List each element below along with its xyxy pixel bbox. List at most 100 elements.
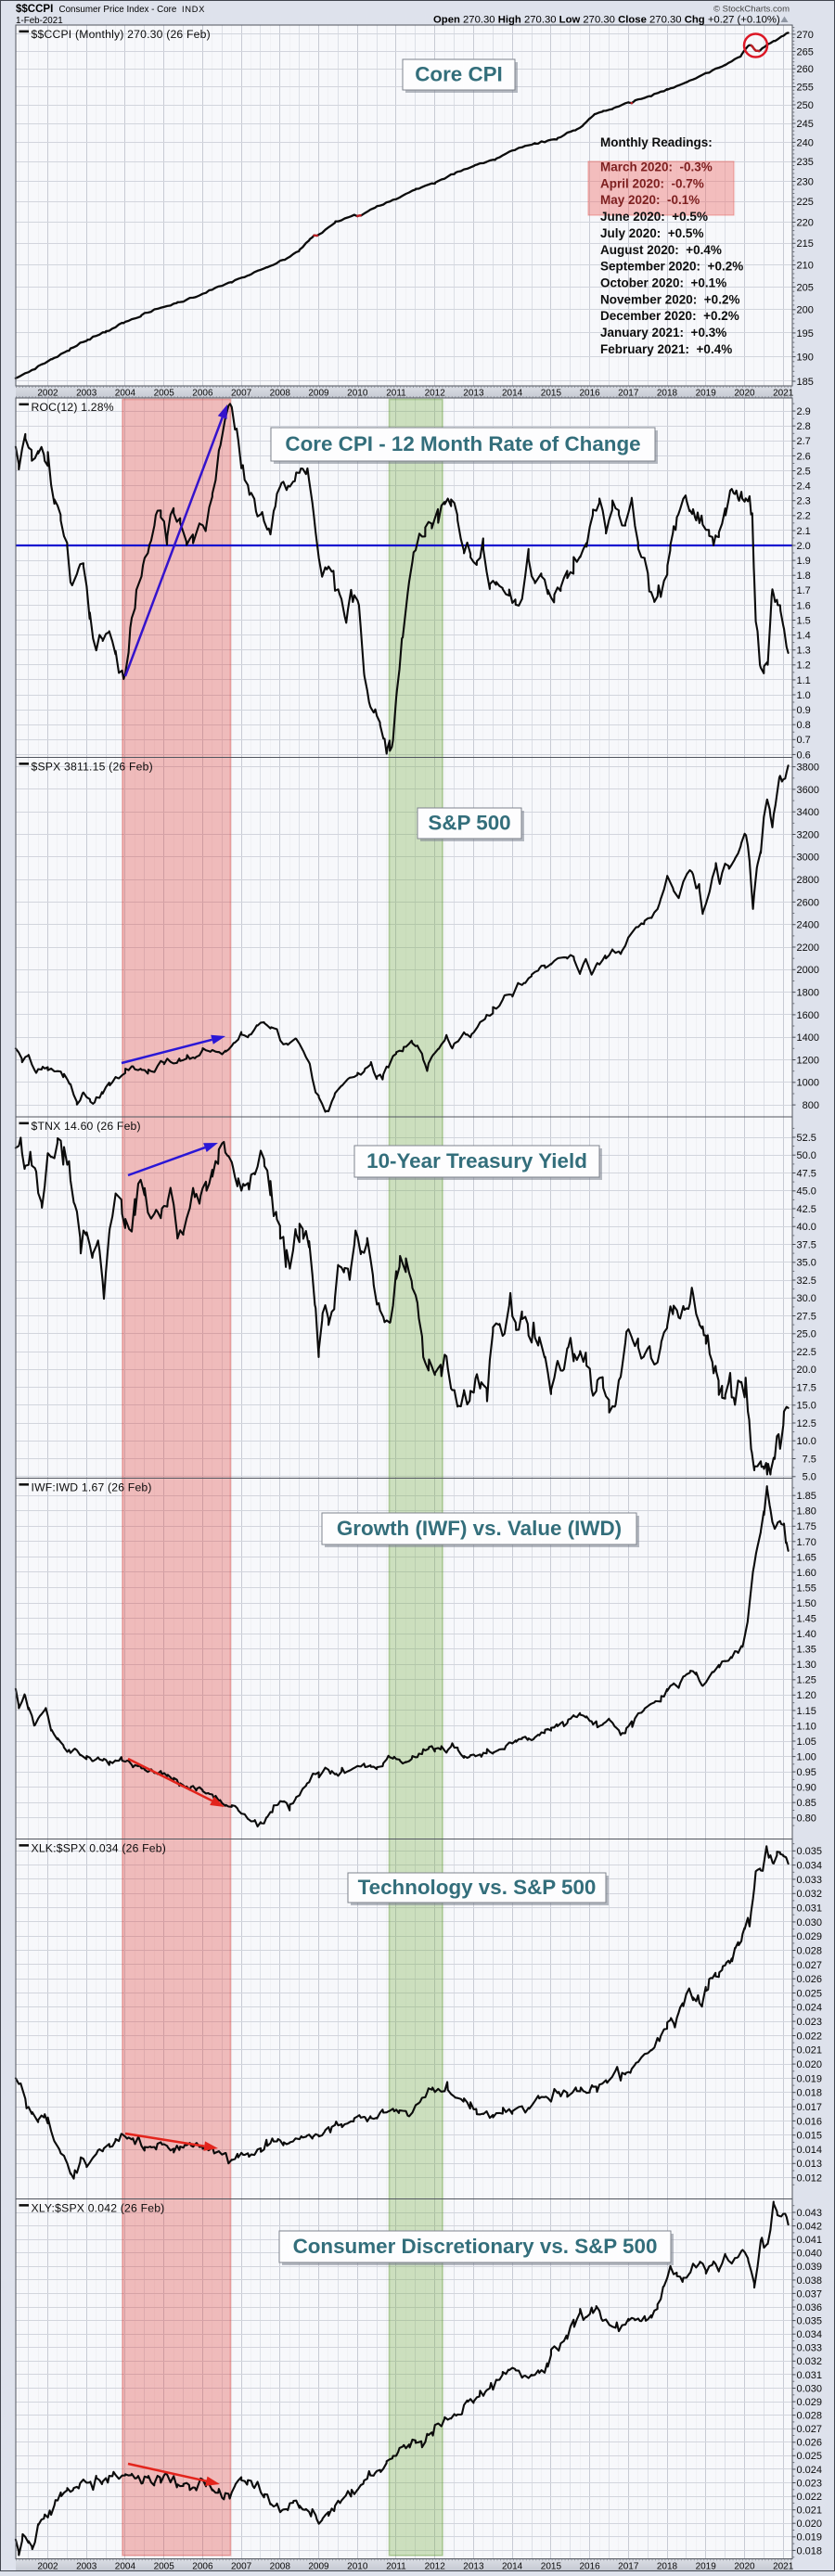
svg-text:$$CCPI: $$CCPI [16, 4, 53, 15]
svg-text:0.040: 0.040 [797, 2249, 823, 2260]
svg-text:Consumer Price Index - Core: Consumer Price Index - Core [59, 5, 177, 15]
svg-text:225: 225 [797, 197, 814, 208]
svg-text:2010: 2010 [347, 389, 368, 399]
svg-text:2004: 2004 [115, 2562, 136, 2572]
svg-text:2800: 2800 [797, 875, 819, 886]
svg-text:0.016: 0.016 [797, 2116, 823, 2127]
svg-text:0.025: 0.025 [797, 2451, 823, 2462]
svg-text:July 2020: +0.5%: July 2020: +0.5% [600, 226, 703, 240]
svg-text:2015: 2015 [541, 389, 562, 399]
svg-text:0.038: 0.038 [797, 2275, 823, 2287]
svg-text:0.018: 0.018 [797, 2545, 823, 2557]
svg-text:0.043: 0.043 [797, 2208, 823, 2219]
svg-text:45.0: 45.0 [797, 1186, 816, 1198]
svg-text:2006: 2006 [192, 2562, 213, 2572]
svg-text:2016: 2016 [579, 389, 600, 399]
svg-text:0.024: 0.024 [797, 2465, 823, 2476]
svg-text:2.3: 2.3 [797, 496, 811, 507]
svg-text:1.85: 1.85 [797, 1491, 816, 1502]
svg-text:1400: 1400 [797, 1032, 819, 1044]
svg-text:0.020: 0.020 [797, 2059, 823, 2070]
svg-text:32.5: 32.5 [797, 1275, 816, 1287]
svg-text:0.019: 0.019 [797, 2073, 823, 2084]
svg-text:1000: 1000 [797, 1078, 819, 1089]
svg-text:5.0: 5.0 [803, 1472, 816, 1483]
svg-text:2010: 2010 [347, 2562, 368, 2572]
svg-text:37.5: 37.5 [797, 1239, 816, 1250]
svg-text:2005: 2005 [154, 389, 175, 399]
svg-text:0.032: 0.032 [797, 2356, 823, 2367]
svg-text:0.6: 0.6 [797, 750, 811, 761]
svg-text:August 2020: +0.4%: August 2020: +0.4% [600, 243, 722, 257]
svg-text:3400: 3400 [797, 807, 819, 818]
svg-text:0.020: 0.020 [797, 2518, 823, 2530]
svg-text:190: 190 [797, 352, 814, 364]
svg-text:0.039: 0.039 [797, 2262, 823, 2273]
svg-text:1.20: 1.20 [797, 1690, 816, 1701]
svg-text:0.029: 0.029 [797, 2397, 823, 2408]
svg-text:1.2: 1.2 [797, 660, 811, 672]
svg-text:$SPX 3811.15 (26 Feb): $SPX 3811.15 (26 Feb) [32, 761, 153, 774]
svg-text:270: 270 [797, 30, 814, 41]
svg-text:0.028: 0.028 [797, 1945, 823, 1956]
svg-text:2014: 2014 [502, 389, 523, 399]
svg-text:1.00: 1.00 [797, 1752, 816, 1763]
svg-text:2013: 2013 [463, 2562, 484, 2572]
svg-text:0.021: 0.021 [797, 2506, 823, 2517]
svg-text:$TNX 14.60 (26 Feb): $TNX 14.60 (26 Feb) [32, 1120, 141, 1133]
svg-text:205: 205 [797, 282, 814, 293]
svg-text:0.023: 0.023 [797, 2478, 823, 2489]
svg-text:210: 210 [797, 261, 814, 272]
svg-text:April 2020: -0.7%: April 2020: -0.7% [600, 176, 704, 190]
svg-text:November 2020: +0.2%: November 2020: +0.2% [600, 292, 739, 306]
svg-text:2003: 2003 [76, 2562, 97, 2572]
svg-text:2600: 2600 [797, 897, 819, 908]
svg-text:3000: 3000 [797, 852, 819, 864]
svg-text:1.3: 1.3 [797, 646, 811, 657]
svg-text:0.022: 0.022 [797, 2492, 823, 2503]
svg-text:52.5: 52.5 [797, 1133, 816, 1144]
svg-text:0.036: 0.036 [797, 2302, 823, 2313]
svg-text:1.4: 1.4 [797, 631, 811, 642]
svg-text:2009: 2009 [308, 389, 329, 399]
svg-text:1.5: 1.5 [797, 615, 811, 626]
svg-text:0.032: 0.032 [797, 1889, 823, 1900]
svg-text:0.028: 0.028 [797, 2411, 823, 2422]
svg-text:250: 250 [797, 100, 814, 111]
svg-text:0.031: 0.031 [797, 2370, 823, 2381]
svg-text:2007: 2007 [231, 389, 252, 399]
svg-text:10.0: 10.0 [797, 1436, 816, 1447]
svg-text:1.40: 1.40 [797, 1629, 816, 1640]
svg-text:185: 185 [797, 377, 814, 388]
svg-text:October 2020: +0.1%: October 2020: +0.1% [600, 276, 726, 290]
svg-text:1.55: 1.55 [797, 1583, 816, 1594]
svg-text:March 2020: -0.3%: March 2020: -0.3% [600, 160, 713, 174]
svg-text:1.35: 1.35 [797, 1645, 816, 1656]
svg-text:0.023: 0.023 [797, 2017, 823, 2028]
svg-text:22.5: 22.5 [797, 1347, 816, 1358]
svg-text:0.042: 0.042 [797, 2222, 823, 2233]
svg-text:1.30: 1.30 [797, 1660, 816, 1671]
svg-text:0.013: 0.013 [797, 2159, 823, 2170]
svg-text:2400: 2400 [797, 920, 819, 931]
svg-text:0.021: 0.021 [797, 2045, 823, 2057]
svg-text:0.034: 0.034 [797, 1861, 823, 1872]
svg-text:0.95: 0.95 [797, 1767, 816, 1778]
svg-text:2012: 2012 [425, 2562, 446, 2572]
svg-text:3200: 3200 [797, 829, 819, 840]
svg-text:2020: 2020 [734, 389, 755, 399]
svg-text:Monthly Readings:: Monthly Readings: [600, 135, 713, 149]
svg-text:1-Feb-2021: 1-Feb-2021 [16, 16, 63, 26]
svg-text:800: 800 [803, 1100, 819, 1111]
svg-text:0.033: 0.033 [797, 2343, 823, 2354]
svg-text:2007: 2007 [231, 2562, 252, 2572]
svg-text:2018: 2018 [657, 2562, 678, 2572]
svg-text:0.035: 0.035 [797, 2316, 823, 2327]
svg-text:50.0: 50.0 [797, 1150, 816, 1161]
svg-text:0.85: 0.85 [797, 1798, 816, 1809]
svg-text:0.015: 0.015 [797, 2131, 823, 2142]
svg-text:2013: 2013 [463, 389, 484, 399]
svg-text:20.0: 20.0 [797, 1365, 816, 1376]
svg-text:0.029: 0.029 [797, 1931, 823, 1942]
svg-text:$$CCPI (Monthly) 270.30 (26 Fe: $$CCPI (Monthly) 270.30 (26 Feb) [32, 28, 211, 41]
